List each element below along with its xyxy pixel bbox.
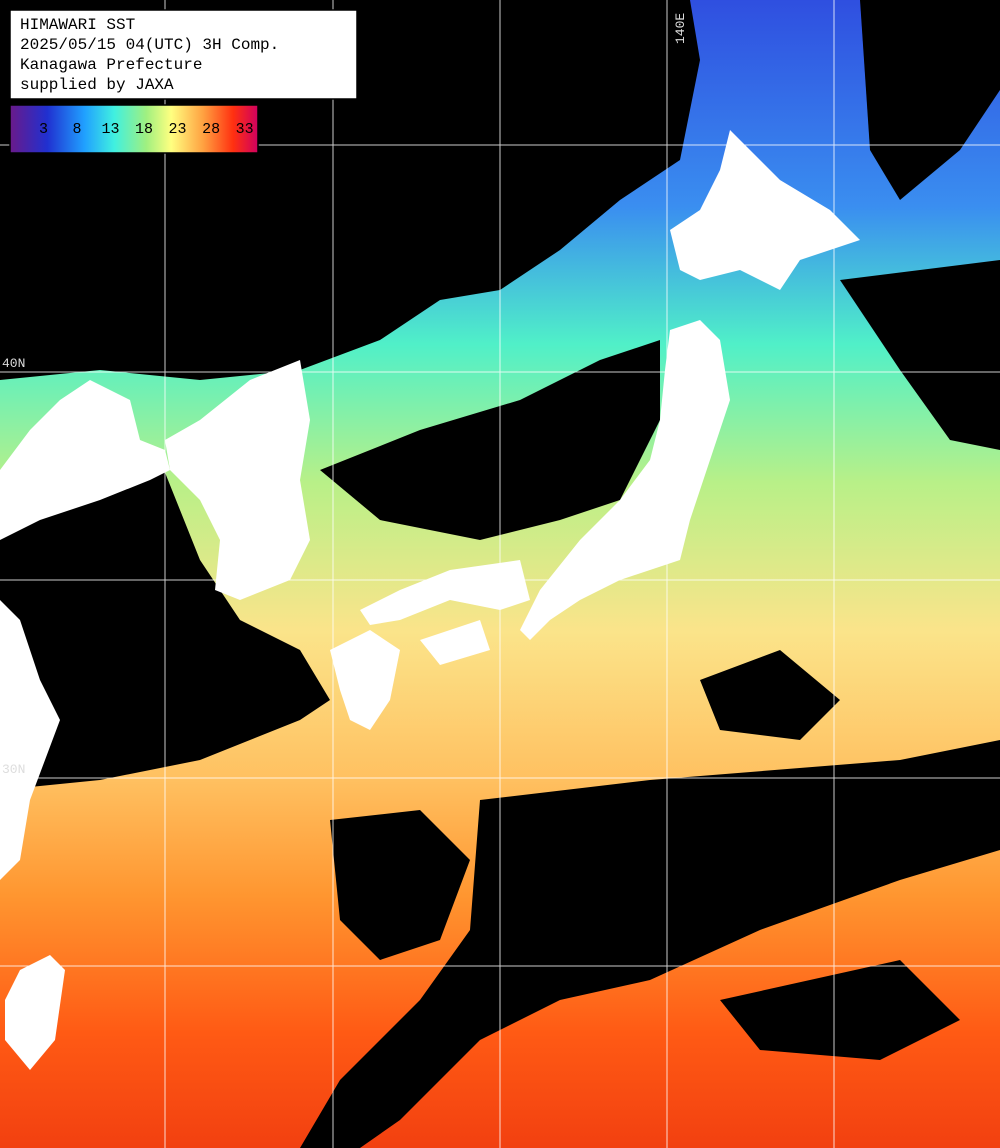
colorbar-tick-label: 3 (39, 121, 48, 138)
lat-label: 40N (2, 356, 25, 371)
colorbar-tick-label: 28 (202, 121, 220, 138)
header-line: HIMAWARI SST (20, 16, 135, 34)
colorbar-tick-label: 8 (73, 121, 82, 138)
colorbar-tick-label: 18 (135, 121, 153, 138)
header-box (9, 9, 358, 100)
land (0, 130, 860, 1070)
colorbar-tick-label: 33 (236, 121, 254, 138)
header-line: supplied by JAXA (20, 76, 174, 94)
lon-label: 140E (673, 13, 688, 44)
header-line: 2025/05/15 04(UTC) 3H Comp. (20, 36, 279, 54)
lat-label: 30N (2, 762, 25, 777)
colorbar-tick-label: 13 (102, 121, 120, 138)
colorbar (9, 104, 259, 154)
colorbar-tick-label: 23 (169, 121, 187, 138)
header-line: Kanagawa Prefecture (20, 56, 202, 74)
